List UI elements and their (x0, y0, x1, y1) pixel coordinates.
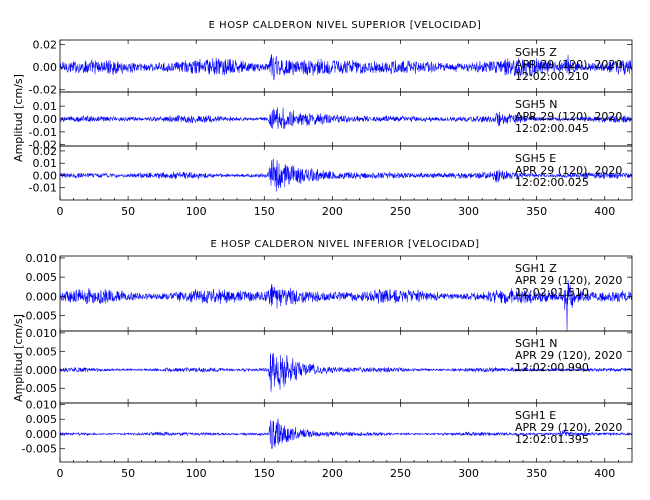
x-tick-label: 100 (186, 467, 207, 480)
y-tick-label: 0.02 (33, 145, 58, 158)
y-tick-label: -0.01 (29, 182, 57, 195)
x-tick-label: 50 (121, 205, 135, 218)
time-label: 12:02:01.395 (515, 433, 589, 446)
x-tick-label: 100 (186, 205, 207, 218)
y-tick-label: -0.01 (29, 126, 57, 139)
time-label: 12:02:00.045 (515, 122, 589, 135)
time-label: 12:02:01.510 (515, 286, 589, 299)
y-axis-label: Amplitud [cm/s] (12, 74, 25, 162)
x-tick-label: 300 (458, 467, 479, 480)
station-label: SGH1 Z (515, 262, 557, 275)
date-label: APR 29 (120), 2020 (515, 349, 622, 362)
waveform-trace (59, 54, 633, 81)
x-tick-label: 150 (254, 205, 275, 218)
panel-inferior: E HOSP CALDERON NIVEL INFERIOR [VELOCIDA… (12, 239, 633, 480)
station-label: SGH1 E (515, 409, 556, 422)
y-tick-label: -0.005 (22, 443, 57, 456)
y-tick-label: 0.00 (33, 61, 58, 74)
y-tick-label: 0.000 (26, 428, 58, 441)
y-tick-label: 0.010 (26, 252, 58, 265)
y-axis-label: Amplitud [cm/s] (12, 314, 25, 402)
y-tick-label: 0.00 (33, 113, 58, 126)
x-tick-label: 200 (322, 467, 343, 480)
date-label: APR 29 (120), 2020 (515, 164, 622, 177)
x-tick-label: 250 (390, 467, 411, 480)
time-label: 12:02:00.210 (515, 70, 589, 83)
date-label: APR 29 (120), 2020 (515, 421, 622, 434)
station-label: SGH1 N (515, 337, 558, 350)
panel-title: E HOSP CALDERON NIVEL INFERIOR [VELOCIDA… (210, 239, 479, 250)
x-tick-label: 150 (254, 467, 275, 480)
station-label: SGH5 Z (515, 46, 557, 59)
y-tick-label: 0.010 (26, 398, 58, 411)
station-label: SGH5 E (515, 152, 556, 165)
panel-title: E HOSP CALDERON NIVEL SUPERIOR [VELOCIDA… (209, 20, 482, 31)
y-tick-label: -0.02 (29, 84, 57, 97)
x-tick-label: 400 (594, 205, 615, 218)
x-tick-label: 200 (322, 205, 343, 218)
y-tick-label: -0.02 (29, 139, 57, 152)
waveform-trace (59, 280, 633, 331)
x-tick-label: 400 (594, 467, 615, 480)
y-tick-label: 0.02 (33, 39, 58, 52)
panel-superior: E HOSP CALDERON NIVEL SUPERIOR [VELOCIDA… (12, 20, 633, 218)
y-tick-label: 0.01 (33, 157, 58, 170)
time-label: 12:02:00.990 (515, 361, 589, 374)
x-tick-label: 250 (390, 205, 411, 218)
x-tick-label: 0 (57, 205, 64, 218)
station-label: SGH5 N (515, 98, 558, 111)
y-tick-label: 0.000 (26, 364, 58, 377)
waveform-trace (59, 352, 633, 392)
date-label: APR 29 (120), 2020 (515, 58, 622, 71)
y-tick-label: -0.005 (22, 382, 57, 395)
waveform-trace (59, 107, 633, 129)
y-tick-label: 0.00 (33, 169, 58, 182)
x-tick-label: 300 (458, 205, 479, 218)
date-label: APR 29 (120), 2020 (515, 274, 622, 287)
date-label: APR 29 (120), 2020 (515, 110, 622, 123)
x-tick-label: 50 (121, 467, 135, 480)
time-label: 12:02:00.025 (515, 176, 589, 189)
x-tick-label: 350 (526, 467, 547, 480)
y-tick-label: 0.000 (26, 290, 58, 303)
waveform-trace (59, 418, 633, 450)
y-tick-label: -0.005 (22, 310, 57, 323)
y-tick-label: 0.005 (26, 345, 58, 358)
y-tick-label: 0.005 (26, 271, 58, 284)
x-tick-label: 0 (57, 467, 64, 480)
y-tick-label: 0.005 (26, 413, 58, 426)
y-tick-label: 0.010 (26, 327, 58, 340)
waveform-trace (59, 158, 633, 192)
x-tick-label: 350 (526, 205, 547, 218)
y-tick-label: 0.01 (33, 100, 58, 113)
